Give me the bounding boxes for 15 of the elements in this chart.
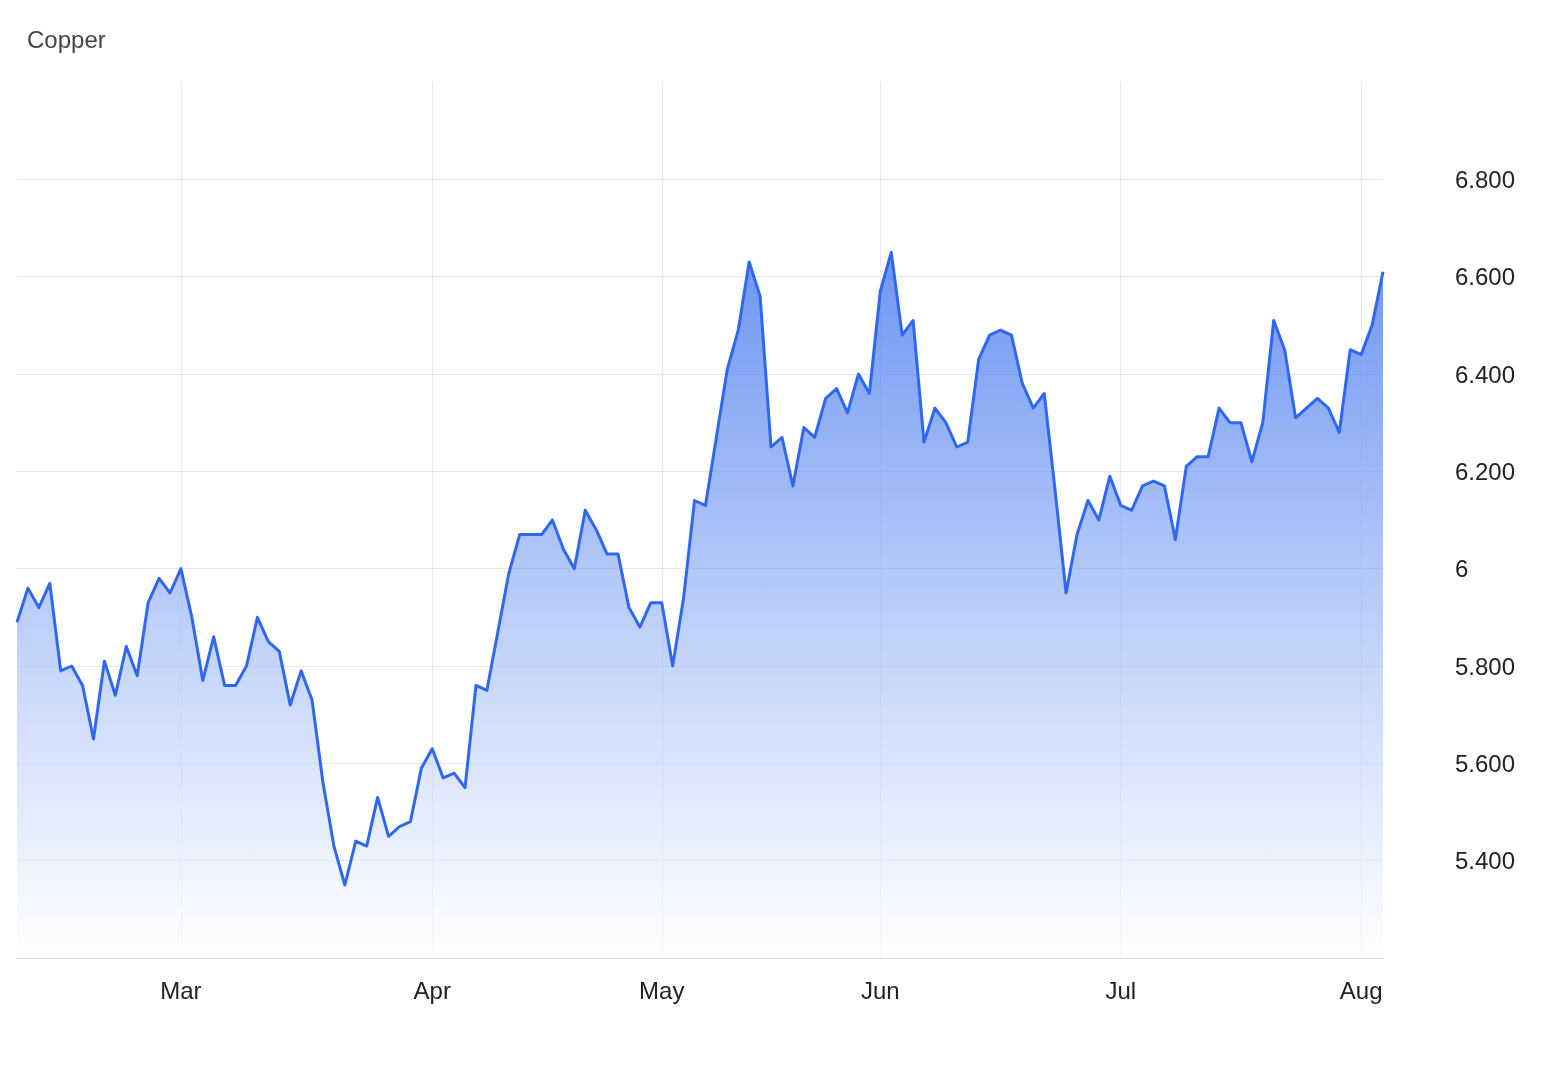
- x-tick-label: Mar: [160, 976, 202, 1004]
- x-tick-label: May: [639, 976, 685, 1004]
- y-tick-label: 6.200: [1455, 457, 1516, 485]
- y-tick-label: 5.800: [1455, 652, 1516, 680]
- y-tick-label: 6: [1455, 555, 1469, 583]
- chart-title: Copper: [27, 25, 106, 53]
- y-tick-label: 6.400: [1455, 360, 1516, 388]
- x-tick-label: Aug: [1339, 976, 1383, 1004]
- x-tick-label: Jun: [860, 976, 900, 1004]
- y-tick-label: 5.400: [1455, 847, 1516, 875]
- x-tick-label: Jul: [1105, 976, 1137, 1004]
- y-tick-label: 6.800: [1455, 165, 1516, 193]
- y-tick-label: 5.600: [1455, 749, 1516, 777]
- x-tick-label: Apr: [413, 976, 451, 1004]
- y-tick-label: 6.600: [1455, 263, 1516, 291]
